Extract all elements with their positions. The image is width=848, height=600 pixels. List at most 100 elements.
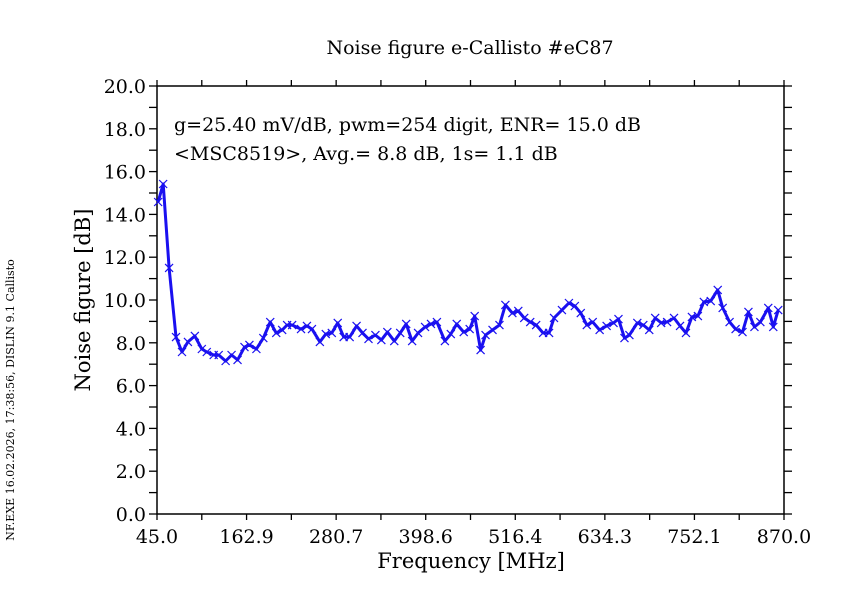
data-point-marker [588, 317, 598, 327]
data-point-marker [773, 305, 783, 315]
y-tick-label: 12.0 [104, 247, 146, 269]
data-point-marker [500, 300, 510, 310]
data-point-marker [476, 345, 486, 355]
data-point-marker [470, 311, 480, 321]
y-tick-label: 16.0 [104, 162, 146, 184]
y-tick-label: 4.0 [116, 418, 146, 440]
data-point-marker [582, 320, 592, 330]
x-tick-label: 516.4 [488, 526, 542, 548]
data-point-marker [632, 318, 642, 328]
data-point-marker [177, 347, 187, 357]
data-point-marker [544, 328, 554, 338]
data-point-marker [531, 320, 541, 330]
annotation-line-2: <MSC8519>, Avg.= 8.8 dB, 1s= 1.1 dB [174, 143, 558, 165]
data-point-marker [481, 330, 490, 340]
data-point-marker [519, 313, 529, 323]
data-point-marker [258, 333, 268, 343]
y-tick-labels: 0.0 2.0 4.0 6.0 8.0 10.0 12.0 14.0 16.0 18.0 20.0 [104, 76, 146, 526]
data-point-marker [190, 331, 200, 341]
data-point-marker [296, 324, 306, 334]
data-point-marker [352, 321, 362, 331]
axis-ticks [149, 80, 792, 520]
data-point-marker [446, 329, 456, 339]
data-point-marker [307, 324, 317, 334]
data-point-marker [595, 325, 605, 335]
y-tick-label: 2.0 [116, 461, 146, 483]
data-point-marker [620, 333, 629, 343]
series-group [153, 179, 783, 366]
data-point-marker [718, 303, 728, 313]
y-axis-label: Noise figure [dB] [71, 209, 95, 392]
x-tick-label: 634.3 [578, 526, 632, 548]
y-tick-label: 0.0 [116, 504, 146, 526]
data-point-marker [768, 322, 778, 332]
data-point-marker [602, 321, 612, 331]
data-point-marker [557, 305, 567, 315]
y-tick-label: 8.0 [116, 333, 146, 355]
data-point-marker [376, 335, 386, 345]
data-point-marker [465, 324, 475, 334]
x-tick-label: 752.1 [667, 526, 721, 548]
data-point-marker [333, 318, 343, 328]
data-point-marker [644, 325, 654, 335]
data-point-marker [525, 317, 535, 327]
data-point-marker [650, 313, 660, 323]
data-point-marker [744, 307, 753, 317]
data-point-marker [370, 330, 380, 340]
chart-title: Noise figure e-Callisto #eC87 [326, 37, 613, 59]
data-point-marker [713, 285, 723, 295]
x-tick-label: 162.9 [219, 526, 273, 548]
data-point-marker [395, 328, 405, 338]
data-point-marker [364, 334, 373, 344]
data-point-marker [407, 336, 417, 346]
data-point-marker [576, 308, 586, 318]
data-point-marker [675, 321, 685, 331]
annotation-line-1: g=25.40 mV/dB, pwm=254 digit, ENR= 15.0 … [174, 114, 641, 136]
data-point-marker [564, 298, 574, 308]
data-point-marker [171, 332, 181, 342]
data-point-marker [488, 325, 497, 335]
x-axis-label: Frequency [MHz] [377, 549, 565, 573]
data-point-marker [214, 350, 224, 360]
data-point-marker [164, 263, 174, 273]
data-point-marker [738, 327, 747, 337]
data-point-marker [459, 327, 469, 337]
y-tick-label: 20.0 [104, 76, 146, 98]
data-point-marker [233, 355, 242, 365]
data-point-marker [227, 350, 236, 360]
data-point-marker [158, 179, 168, 189]
data-point-marker [731, 324, 741, 334]
data-point-marker [426, 319, 436, 329]
data-point-marker [432, 317, 442, 327]
y-tick-label: 6.0 [116, 376, 146, 398]
data-point-marker [413, 328, 423, 338]
x-tick-label: 280.7 [309, 526, 363, 548]
data-point-marker [755, 317, 765, 327]
data-point-marker [725, 317, 735, 327]
data-point-marker [244, 340, 254, 350]
data-point-marker [345, 332, 355, 342]
data-point-marker [401, 319, 411, 329]
y-tick-label: 18.0 [104, 119, 146, 141]
data-point-marker [681, 328, 691, 338]
data-point-marker [265, 317, 275, 327]
data-point-marker [614, 314, 623, 324]
side-note: NF.EXE 16.02.2026, 17:38:56, DISLIN 9.1 … [4, 259, 17, 541]
x-tick-label: 45.0 [136, 526, 178, 548]
data-point-marker [549, 313, 559, 323]
data-point-marker [153, 197, 163, 207]
data-point-marker [609, 318, 618, 328]
data-point-marker [240, 342, 249, 352]
y-tick-label: 10.0 [104, 290, 146, 312]
data-point-marker [706, 296, 716, 306]
data-point-marker [382, 327, 392, 337]
data-point-marker [750, 322, 759, 332]
data-point-marker [513, 306, 523, 316]
y-tick-label: 14.0 [104, 204, 146, 226]
data-point-marker [669, 313, 679, 323]
x-tick-labels: 45.0 162.9 280.7 398.6 516.4 634.3 752.1 870.0 [136, 526, 811, 548]
data-point-marker [302, 321, 312, 331]
data-point-marker [763, 303, 773, 313]
data-point-marker [315, 337, 325, 347]
